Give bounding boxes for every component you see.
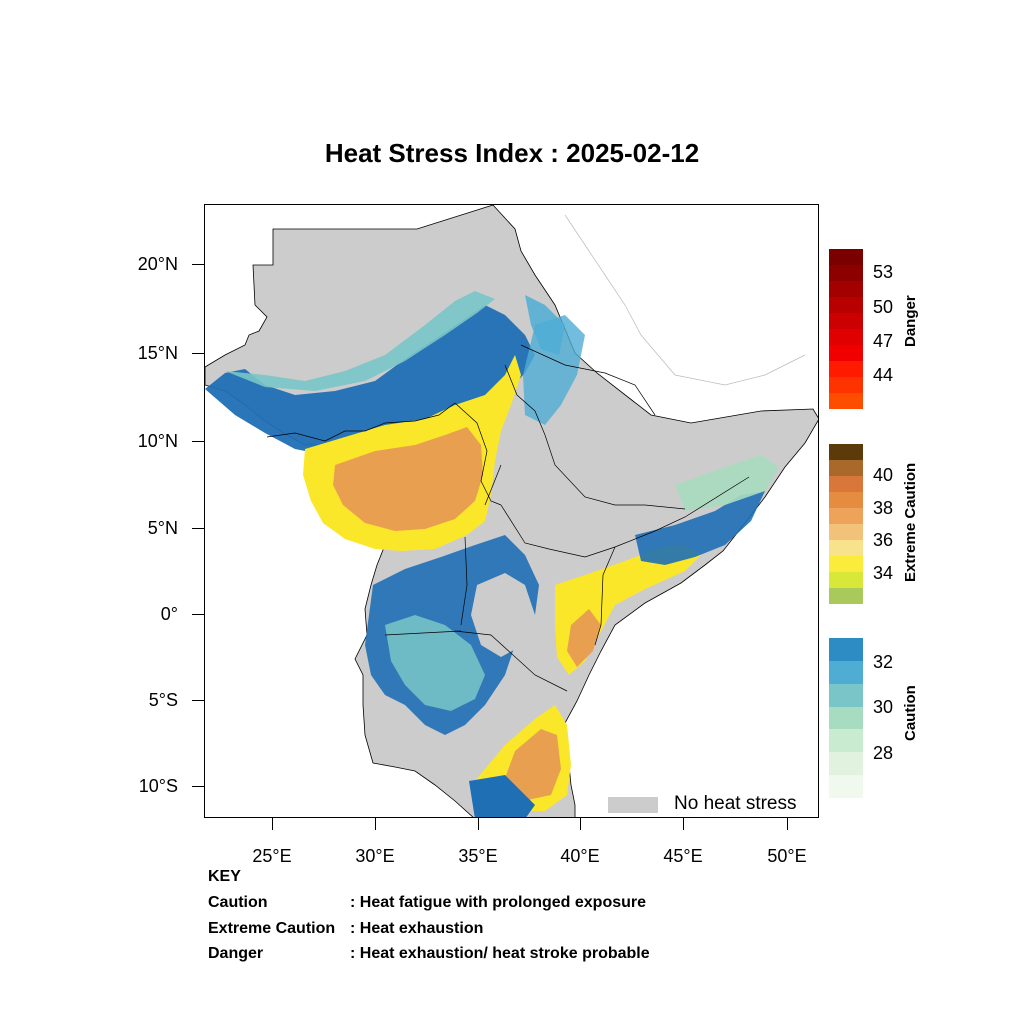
colorbar-segment: [829, 508, 863, 524]
colorbar-segment: [829, 572, 863, 588]
key-term: Caution: [208, 894, 268, 911]
x-tick: [478, 818, 479, 830]
no-heat-stress-label: No heat stress: [674, 793, 797, 814]
caution-horn-light: [675, 455, 779, 511]
x-tick: [580, 818, 581, 830]
colorbar-segment: [829, 752, 863, 776]
caution-congo-light: [385, 615, 485, 711]
colorbar-danger: [829, 249, 863, 409]
y-tick-label: 15°N: [137, 343, 178, 363]
y-tick: [192, 264, 204, 265]
colorbar-tick-label: 34: [873, 563, 894, 583]
heat-stress-map: [205, 205, 818, 817]
colorbar-segment: [829, 313, 863, 329]
colorbar-segment: [829, 492, 863, 508]
colorbar-title-caution: Caution: [902, 685, 919, 741]
y-tick-label: 5°N: [147, 518, 178, 538]
map-title: Heat Stress Index : 2025-02-12: [324, 138, 700, 168]
key-term: Danger: [208, 945, 264, 962]
y-tick: [192, 528, 204, 529]
x-tick-label: 45°E: [663, 846, 703, 866]
colorbar-segment: [829, 660, 863, 684]
country-borders: [266, 344, 750, 692]
x-tick-label: 25°E: [252, 846, 292, 866]
colorbar-extreme-caution: [829, 444, 863, 604]
y-tick: [192, 353, 204, 354]
no-heat-stress-swatch: [608, 797, 658, 813]
y-tick: [192, 786, 204, 787]
colorbar-segment: [829, 683, 863, 707]
colorbar-tick-label: 47: [873, 331, 894, 351]
key-definition: : Heat exhaustion: [350, 920, 484, 937]
colorbar-tick-label: 28: [873, 743, 894, 763]
colorbar-segment: [829, 329, 863, 345]
x-tick-label: 50°E: [767, 846, 807, 866]
colorbar-segment: [829, 706, 863, 730]
caution-horn: [635, 491, 765, 565]
colorbar-segment: [829, 729, 863, 753]
x-tick: [375, 818, 376, 830]
y-tick: [192, 441, 204, 442]
colorbar-segment: [829, 361, 863, 377]
colorbar-segment: [829, 476, 863, 492]
colorbar-segment: [829, 297, 863, 313]
caution-south-blue: [469, 775, 535, 817]
extreme-caution-south-orange: [501, 729, 561, 801]
no-heat-stress-legend: No heat stress: [608, 793, 818, 817]
caution-red-sea: [525, 295, 565, 355]
colorbar-title-danger: Danger: [902, 295, 919, 347]
x-tick-label: 40°E: [560, 846, 600, 866]
y-tick-label: 10°N: [137, 431, 178, 451]
colorbar-segment: [829, 556, 863, 572]
colorbar-caution: [829, 638, 863, 798]
x-tick: [272, 818, 273, 830]
colorbar-tick-label: 44: [873, 365, 894, 385]
colorbar-segment: [829, 638, 863, 661]
y-tick: [192, 614, 204, 615]
colorbar-segment: [829, 460, 863, 476]
colorbar-tick-label: 36: [873, 530, 894, 550]
colorbar-tick-label: 53: [873, 262, 894, 282]
key-definition: : Heat fatigue with prolonged exposure: [350, 894, 647, 911]
colorbar-title-extreme-caution: Extreme Caution: [902, 462, 919, 582]
y-tick-label: 10°S: [138, 776, 178, 796]
caution-band-sahel-light: [225, 291, 495, 391]
y-tick: [192, 700, 204, 701]
colorbar-segment: [829, 281, 863, 297]
key-heading: KEY: [208, 868, 241, 885]
colorbar-segment: [829, 588, 863, 604]
key-term: Extreme Caution: [208, 920, 336, 937]
colorbar-segment: [829, 540, 863, 556]
y-tick-label: 20°N: [137, 254, 178, 274]
colorbar-tick-label: 32: [873, 652, 894, 672]
y-tick-label: 5°S: [148, 690, 178, 710]
x-tick: [683, 818, 684, 830]
colorbar-segment: [829, 393, 863, 409]
colorbar-segment: [829, 345, 863, 361]
colorbar-segment: [829, 524, 863, 540]
no-stress-lake-victoria: [471, 573, 535, 657]
colorbar-segment: [829, 249, 863, 265]
arabia-coastline: [564, 214, 806, 386]
colorbar-tick-label: 38: [873, 498, 894, 518]
colorbar-tick-label: 50: [873, 297, 894, 317]
x-tick-label: 30°E: [355, 846, 395, 866]
y-tick-label: 0°: [160, 604, 178, 624]
map-frame: [204, 204, 819, 818]
x-tick: [787, 818, 788, 830]
extreme-caution-coast-orange: [567, 609, 601, 667]
x-tick-label: 35°E: [458, 846, 498, 866]
colorbar-segment: [829, 775, 863, 798]
colorbar-segment: [829, 444, 863, 460]
colorbar-tick-label: 30: [873, 697, 894, 717]
colorbar-tick-label: 40: [873, 465, 894, 485]
colorbar-segment: [829, 265, 863, 281]
extreme-caution-central-orange: [333, 427, 483, 531]
colorbar-segment: [829, 377, 863, 393]
key-definition: : Heat exhaustion/ heat stroke probable: [350, 945, 650, 962]
